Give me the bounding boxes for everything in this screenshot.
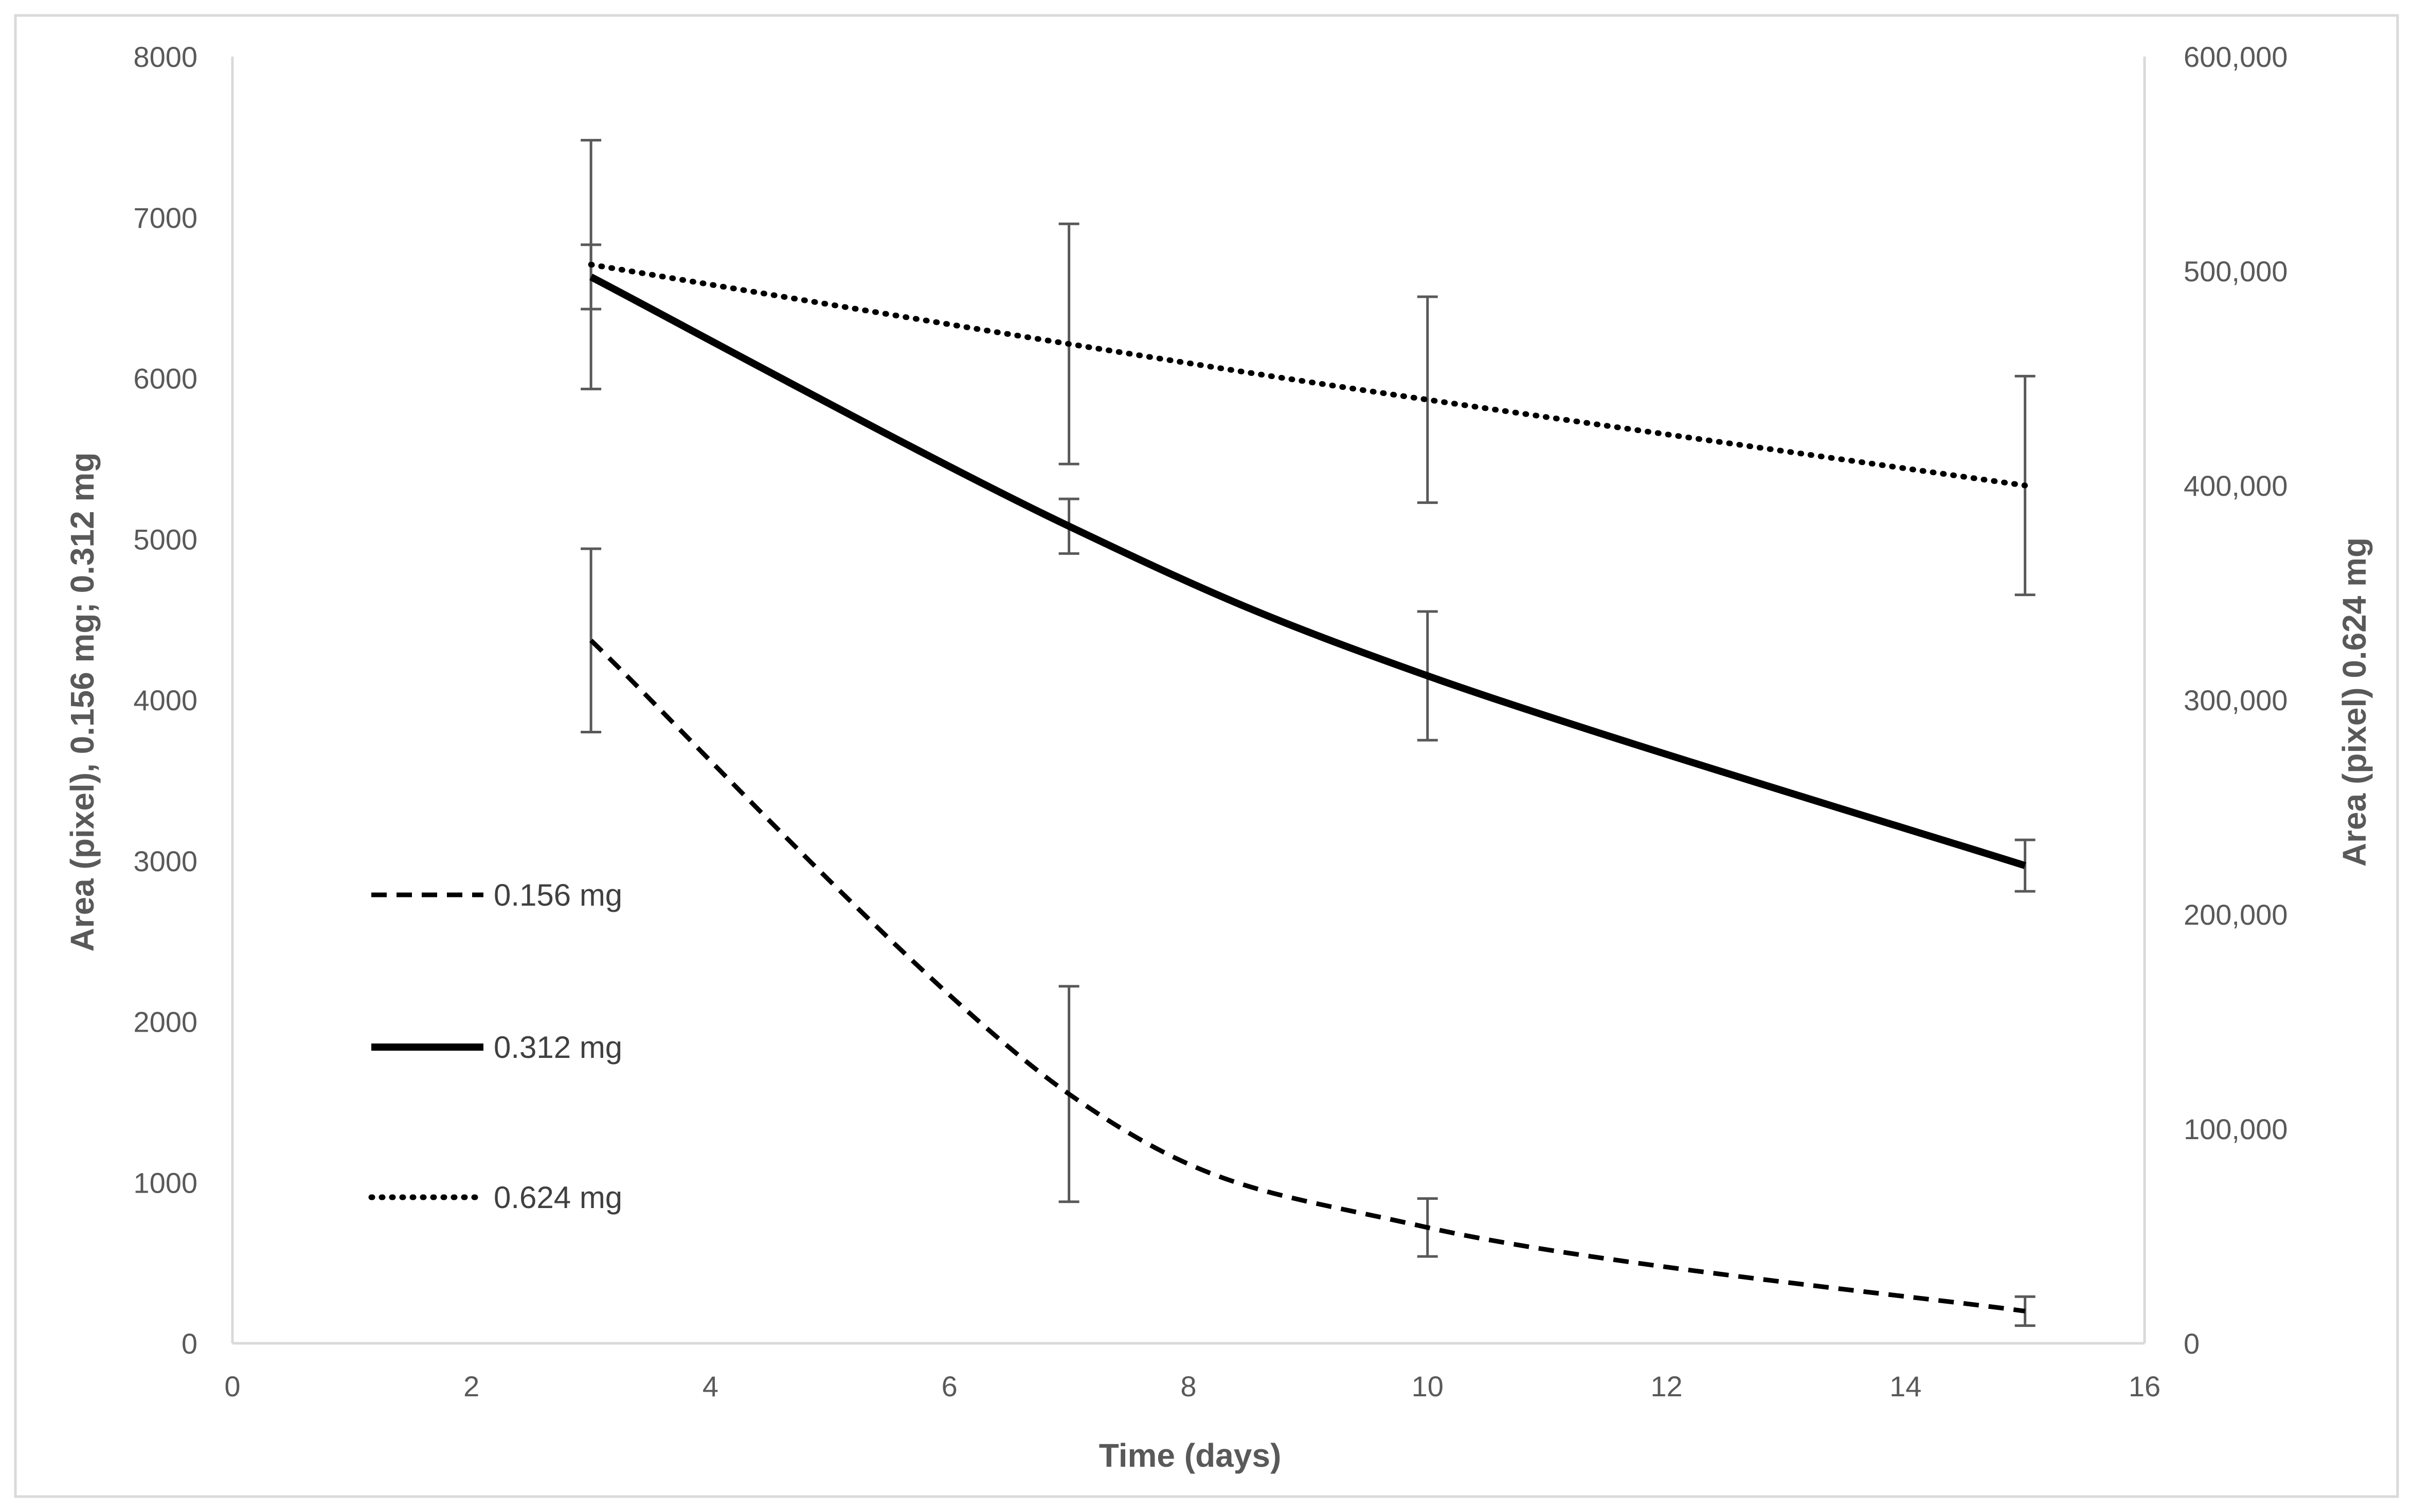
series-line-0-156-mg <box>589 639 2026 1313</box>
error-bar-0-312-mg <box>2014 838 2036 893</box>
y2-tick-label: 0 <box>2184 1327 2200 1360</box>
chart-frame <box>14 14 2399 1498</box>
y2-tick-label: 500,000 <box>2184 255 2288 287</box>
y-tick-label: 5000 <box>133 523 197 555</box>
y2-tick-label: 600,000 <box>2184 41 2288 73</box>
x-tick-label: 0 <box>224 1370 240 1402</box>
x-tick-label: 6 <box>942 1370 958 1402</box>
x-tick-labels: 0 2 4 6 8 10 12 14 16 <box>224 1370 2160 1402</box>
y2-tick-labels: 0 100,000 200,000 300,000 400,000 500,000 600,… <box>2184 41 2288 1360</box>
x-tick-label: 12 <box>1650 1370 1682 1402</box>
error-bar-0-624-mg <box>1417 295 1438 504</box>
y-tick-label: 0 <box>182 1327 197 1360</box>
y-tick-label: 3000 <box>133 845 197 877</box>
y-tick-label: 7000 <box>133 202 197 234</box>
y-tick-label: 1000 <box>133 1166 197 1199</box>
x-tick-label: 14 <box>1889 1370 1921 1402</box>
x-tick-label: 8 <box>1180 1370 1196 1402</box>
legend-label-0-312-mg: 0.312 mg <box>494 1030 622 1065</box>
x-tick-label: 2 <box>463 1370 479 1402</box>
x-tick-label: 4 <box>703 1370 718 1402</box>
x-tick-label: 10 <box>1412 1370 1444 1402</box>
legend-label-0-156-mg: 0.156 mg <box>494 878 622 912</box>
legend-label-0-624-mg: 0.624 mg <box>494 1180 622 1215</box>
x-axis-title: Time (days) <box>1099 1437 1282 1474</box>
y-axis-title: Area (pixel), 0.156 mg; 0.312 mg <box>64 452 101 951</box>
y-tick-labels: 0 1000 2000 3000 4000 5000 6000 7000 8000 <box>133 41 197 1360</box>
y2-tick-label: 100,000 <box>2184 1113 2288 1145</box>
y2-tick-label: 400,000 <box>2184 470 2288 502</box>
series-line-0-312-mg <box>589 274 2026 869</box>
y2-axis-title: Area (pixel) 0.624 mg <box>2336 537 2373 867</box>
y-tick-label: 6000 <box>133 363 197 395</box>
series-line-0-624-mg <box>588 261 2028 489</box>
series-lines <box>588 261 2028 1313</box>
axes <box>231 57 2146 1345</box>
legend: 0.156 mg 0.312 mg 0.624 mg <box>368 878 622 1215</box>
y2-tick-label: 300,000 <box>2184 684 2288 716</box>
x-tick-label: 16 <box>2129 1370 2160 1402</box>
error-bars <box>581 139 2036 1327</box>
y2-tick-label: 200,000 <box>2184 898 2288 931</box>
y-tick-label: 2000 <box>133 1006 197 1038</box>
y-tick-label: 8000 <box>133 41 197 73</box>
y-tick-label: 4000 <box>133 684 197 716</box>
